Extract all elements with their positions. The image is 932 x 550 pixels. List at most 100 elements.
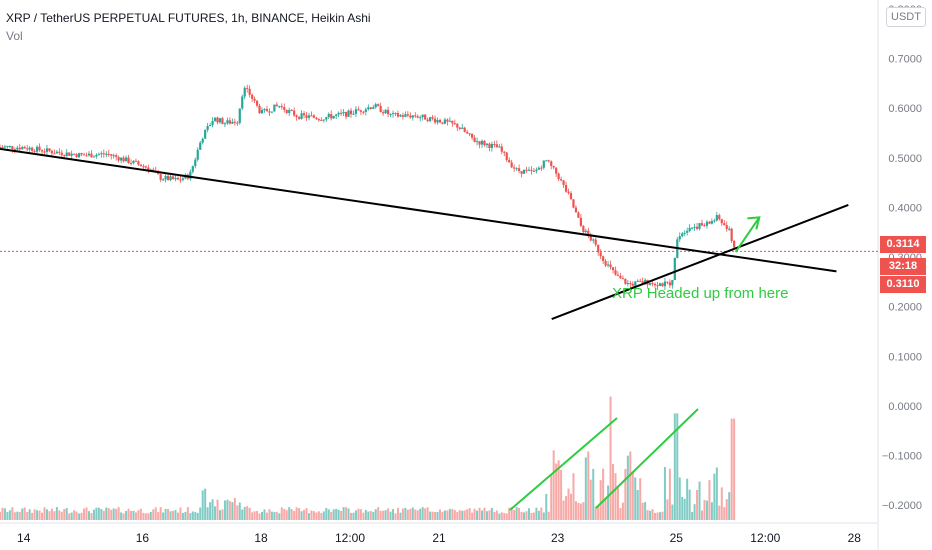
candle-body xyxy=(517,168,521,172)
volume-bar xyxy=(273,512,276,520)
candle-body xyxy=(347,110,350,117)
volume-bar xyxy=(582,502,585,520)
time-tick-label: 28 xyxy=(848,531,862,545)
volume-bar xyxy=(68,513,71,520)
candle-body xyxy=(495,144,498,148)
candle-body xyxy=(641,281,644,284)
candle-body xyxy=(569,193,573,200)
volume-bar xyxy=(688,489,691,520)
candle-body xyxy=(241,96,244,109)
candle-body xyxy=(174,177,177,180)
volume-bar xyxy=(369,510,372,520)
candle-body xyxy=(349,110,353,115)
candle-body xyxy=(65,152,68,156)
volume-bar xyxy=(478,507,481,520)
candle-body xyxy=(278,106,281,108)
volume-bar xyxy=(342,507,345,520)
candle-body xyxy=(307,115,311,118)
volume-bar xyxy=(322,511,325,520)
volume-bar xyxy=(80,512,83,520)
candle-body xyxy=(246,87,249,89)
candle-body xyxy=(574,207,578,213)
candle-body xyxy=(317,119,320,121)
volume-label[interactable]: Vol xyxy=(6,29,23,43)
candle-body xyxy=(315,117,318,120)
volume-bar xyxy=(604,498,607,520)
arrow-head xyxy=(747,216,761,230)
volume-bar xyxy=(552,450,555,520)
volume-bar xyxy=(446,510,449,520)
candle-body xyxy=(451,120,454,124)
volume-bar xyxy=(26,511,29,520)
volume-bar xyxy=(701,510,704,520)
candle-body xyxy=(142,166,145,168)
candle-body xyxy=(715,215,718,221)
volume-bar xyxy=(112,508,115,520)
candle-body xyxy=(438,120,442,123)
candle-body xyxy=(228,120,231,124)
candle-body xyxy=(478,141,481,145)
volume-bar xyxy=(285,510,288,520)
volume-bar xyxy=(463,510,466,520)
volume-bar xyxy=(510,507,513,520)
volume-bar xyxy=(87,511,90,520)
candle-body xyxy=(194,159,197,167)
volume-bar xyxy=(115,508,118,520)
volume-bar xyxy=(458,510,461,520)
candle-body xyxy=(243,87,246,97)
volume-bar xyxy=(280,507,283,520)
volume-bar xyxy=(110,509,113,520)
candle-body xyxy=(260,109,264,114)
volume-bar xyxy=(461,510,464,520)
volume-bar xyxy=(584,457,587,520)
volume-bar xyxy=(3,508,6,520)
volume-bar xyxy=(65,508,68,520)
currency-unit-button[interactable]: USDT xyxy=(886,7,926,27)
candle-body xyxy=(663,281,667,287)
volume-bar xyxy=(41,512,44,520)
candle-body xyxy=(357,109,360,111)
volume-bar xyxy=(443,510,446,520)
candle-body xyxy=(325,117,328,120)
volume-bar xyxy=(132,510,135,520)
volume-bar xyxy=(639,478,642,520)
volume-bar xyxy=(300,511,303,520)
annotation-text[interactable]: XRP Headed up from here xyxy=(612,285,789,302)
candle-body xyxy=(16,147,19,150)
candle-body xyxy=(671,280,674,286)
volume-bar xyxy=(8,510,11,520)
candle-body xyxy=(394,113,397,115)
volume-bar xyxy=(293,510,296,520)
candle-body xyxy=(698,223,701,229)
volume-bar xyxy=(352,512,355,520)
price-tick-label: −0.2000 xyxy=(882,500,922,512)
candle-body xyxy=(122,157,125,162)
volume-bar xyxy=(33,509,36,520)
volume-bar xyxy=(258,513,261,520)
candle-body xyxy=(389,113,392,115)
volume-bar xyxy=(236,505,239,520)
volume-bar xyxy=(441,511,444,520)
candle-body xyxy=(95,154,98,157)
candle-body xyxy=(280,106,283,108)
candle-body xyxy=(221,118,224,124)
volume-bar xyxy=(587,451,590,520)
volume-bar xyxy=(550,475,553,520)
candle-body xyxy=(87,153,91,156)
volume-bar xyxy=(214,506,217,520)
volume-bar xyxy=(233,497,236,520)
volume-bar xyxy=(120,512,123,520)
volume-bar xyxy=(320,513,323,520)
candle-body xyxy=(216,117,219,123)
candle-body xyxy=(166,175,170,181)
candle-body xyxy=(644,279,647,284)
candle-body xyxy=(90,153,93,158)
volume-bar xyxy=(387,508,390,520)
volume-bar xyxy=(468,508,471,520)
candle-body xyxy=(713,220,716,222)
symbol-title[interactable]: XRP / TetherUS PERPETUAL FUTURES, 1h, BI… xyxy=(6,11,371,25)
candle-body xyxy=(332,115,335,119)
time-tick-label: 18 xyxy=(254,531,268,545)
time-tick-label: 25 xyxy=(670,531,684,545)
